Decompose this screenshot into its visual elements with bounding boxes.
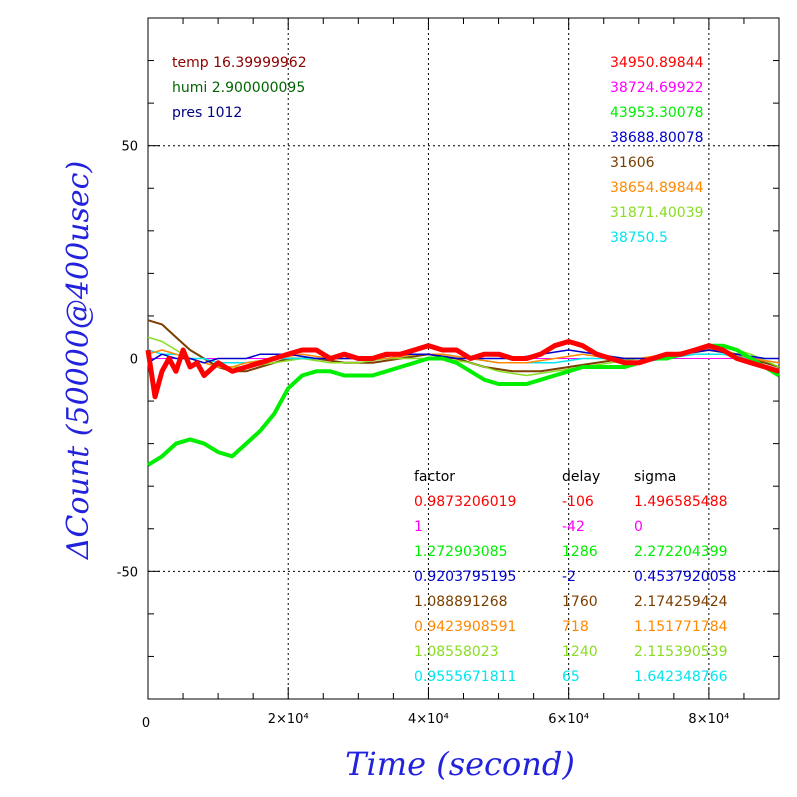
- series-delay: -2: [562, 569, 576, 585]
- ticks: 0 2×10⁴ 4×10⁴ 6×10⁴ 8×10⁴ 50 0 -50: [117, 18, 779, 731]
- series-base-label: 31606: [610, 155, 655, 171]
- x-axis-label: Time (second): [345, 745, 575, 783]
- series-sigma: 0.4537920058: [634, 569, 736, 585]
- series-factor: 1.08558023: [414, 644, 499, 660]
- series-factor: 1.088891268: [414, 594, 508, 610]
- table-header-factor: factor: [414, 469, 455, 485]
- series-delay: 65: [562, 669, 580, 685]
- env-label: pres 1012: [172, 105, 242, 121]
- x-tick-label: 8×10⁴: [688, 712, 729, 727]
- env-label: humi 2.900000095: [172, 80, 305, 96]
- series-lines: [145, 319, 781, 467]
- series-delay: -42: [562, 519, 585, 535]
- series-factor: 0.9203795195: [414, 569, 516, 585]
- series-factor: 0.9423908591: [414, 619, 516, 635]
- series-sigma: 2.115390539: [634, 644, 728, 660]
- series-base-label: 38724.69922: [610, 80, 704, 96]
- series-base-label: 34950.89844: [610, 55, 704, 71]
- series-delay: 1240: [562, 644, 598, 660]
- x-tick-label: 2×10⁴: [268, 712, 309, 727]
- series-base-label: 38750.5: [610, 230, 668, 246]
- series-sigma: 1.496585488: [634, 494, 728, 510]
- series-factor: 0.9873206019: [414, 494, 516, 510]
- x-tick-label: 4×10⁴: [408, 712, 449, 727]
- series-sigma: 0: [634, 519, 643, 535]
- x-tick-label: 6×10⁴: [548, 712, 589, 727]
- series-delay: -106: [562, 494, 594, 510]
- series-sigma: 1.151771784: [634, 619, 728, 635]
- series-sigma: 2.272204399: [634, 544, 728, 560]
- series-factor: 0.9555671811: [414, 669, 516, 685]
- y-axis-label: ΔCount (50000@400usec): [61, 161, 96, 560]
- x-tick-label: 0: [142, 716, 150, 731]
- y-tick-label: -50: [117, 565, 138, 580]
- series-base-label: 38688.80078: [610, 130, 704, 146]
- series-delay: 1760: [562, 594, 598, 610]
- table-header-sigma: sigma: [634, 469, 676, 485]
- annotations: temp 16.39999962 humi 2.900000095 pres 101…: [172, 55, 736, 685]
- y-tick-label: 50: [121, 140, 138, 155]
- series-delay: 1286: [562, 544, 598, 560]
- series-line: [145, 339, 780, 400]
- series-sigma: 1.642348766: [634, 669, 728, 685]
- series-delay: 718: [562, 619, 589, 635]
- series-base-label: 31871.40039: [610, 205, 704, 221]
- series-sigma: 2.174259424: [634, 594, 728, 610]
- series-base-label: 38654.89844: [610, 180, 704, 196]
- series-base-label: 43953.30078: [610, 105, 704, 121]
- series-factor: 1: [414, 519, 423, 535]
- y-tick-label: 0: [130, 353, 138, 368]
- table-header-delay: delay: [562, 469, 600, 485]
- series-factor: 1.272903085: [414, 544, 508, 560]
- env-label: temp 16.39999962: [172, 55, 307, 71]
